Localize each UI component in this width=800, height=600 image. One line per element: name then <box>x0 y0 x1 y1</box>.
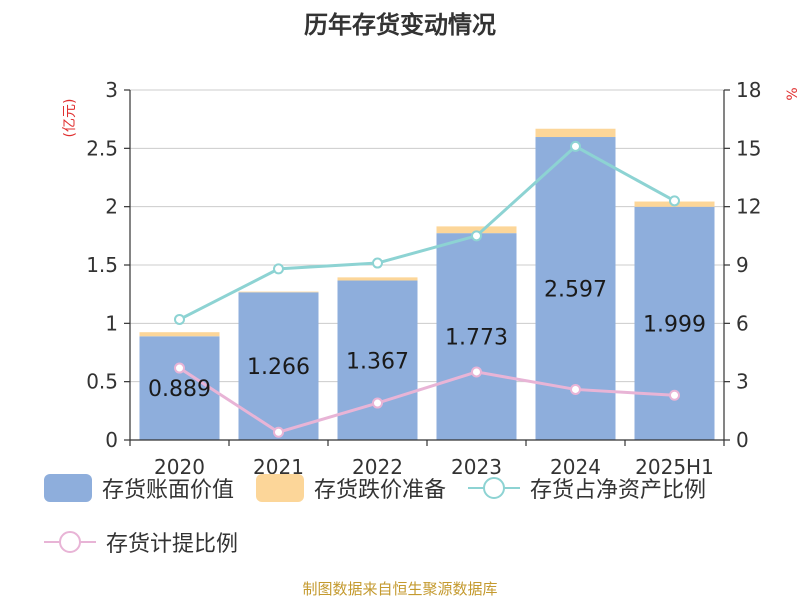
right-tick-label: 15 <box>736 136 761 160</box>
data-source-note: 制图数据来自恒生聚源数据库 <box>302 580 498 598</box>
chart-title: 历年存货变动情况 <box>304 11 496 39</box>
point-net-asset-ratio <box>471 230 482 242</box>
right-tick-label: 12 <box>736 195 761 219</box>
point-provision-ratio <box>174 362 185 374</box>
bar-inventory-value <box>139 336 220 440</box>
point-net-asset-ratio <box>273 263 284 275</box>
legend-swatch-impairment-reserve <box>256 474 305 502</box>
x-tick-label: 2024 <box>550 455 601 479</box>
bar-value-label: 1.367 <box>346 349 409 374</box>
point-provision-ratio <box>669 389 680 401</box>
point-provision-ratio <box>273 426 284 438</box>
point-provision-ratio <box>570 383 581 395</box>
bar-inventory-value <box>337 280 418 440</box>
right-tick-label: 18 <box>736 78 761 102</box>
right-tick-label: 6 <box>736 311 749 335</box>
left-tick-label: 0.5 <box>86 370 118 394</box>
bar-series <box>139 128 715 440</box>
legend-item-impairment-reserve[interactable]: 存货跌价准备 <box>256 472 446 504</box>
bar-value-labels: 0.889 1.266 1.367 1.773 2.597 1.999 <box>148 278 706 403</box>
x-tick-label: 2022 <box>352 455 403 479</box>
line-provision-ratio <box>178 366 675 434</box>
point-net-asset-ratio <box>174 313 185 325</box>
left-axis-unit: (亿元) <box>62 99 78 138</box>
left-tick-label: 0 <box>105 428 118 452</box>
legend-row: 存货计提比例 <box>44 524 784 560</box>
legend-swatch-provision-ratio <box>44 531 96 553</box>
point-net-asset-ratio <box>570 140 581 152</box>
legend-label: 存货账面价值 <box>102 478 235 503</box>
legend-item-provision-ratio[interactable]: 存货计提比例 <box>44 526 238 558</box>
left-tick-label: 1.5 <box>86 253 118 277</box>
legend-swatch-inventory-value <box>44 474 92 502</box>
bar-inventory-value <box>634 206 715 440</box>
bar-value-label: 1.266 <box>247 355 310 380</box>
point-net-asset-ratio <box>669 195 680 207</box>
bar-impairment-reserve <box>238 291 319 293</box>
legend-row: 存货账面价值 存货跌价准备 存货占净资产比例 <box>44 470 784 506</box>
right-axis-unit: % <box>785 87 800 100</box>
x-tick-label: 2020 <box>154 455 205 479</box>
left-tick-label: 1 <box>105 311 118 335</box>
bar-impairment-reserve <box>436 226 517 234</box>
bar-value-label: 1.773 <box>445 326 508 351</box>
legend-item-net-asset-ratio[interactable]: 存货占净资产比例 <box>468 472 706 504</box>
legend: 存货账面价值 存货跌价准备 存货占净资产比例 存货计提比例 <box>44 470 784 578</box>
right-tick-label: 9 <box>736 253 749 277</box>
bar-impairment-reserve <box>337 277 418 281</box>
point-provision-ratio <box>372 397 383 409</box>
left-tick-label: 2 <box>105 195 118 219</box>
point-net-asset-ratio <box>372 257 383 269</box>
legend-label: 存货占净资产比例 <box>530 478 707 503</box>
line-series <box>174 140 680 438</box>
bar-impairment-reserve <box>139 332 220 337</box>
legend-label: 存货跌价准备 <box>314 478 447 503</box>
right-tick-label: 3 <box>736 370 749 394</box>
legend-swatch-net-asset-ratio <box>468 477 521 499</box>
left-tick-label: 3 <box>105 78 118 102</box>
line-net-asset-ratio <box>178 144 676 321</box>
right-tick-label: 0 <box>736 428 749 452</box>
bar-impairment-reserve <box>535 128 616 138</box>
x-tick-label: 2023 <box>451 455 502 479</box>
bar-value-label: 0.889 <box>148 377 211 402</box>
left-tick-label: 2.5 <box>86 136 118 160</box>
bar-value-label: 1.999 <box>643 312 706 337</box>
bar-inventory-value <box>436 233 517 440</box>
legend-label: 存货计提比例 <box>106 532 239 557</box>
grid-lines <box>130 89 724 383</box>
legend-item-inventory-value[interactable]: 存货账面价值 <box>44 472 234 504</box>
x-tick-label: 2025H1 <box>635 455 714 479</box>
bar-value-label: 2.597 <box>544 278 607 303</box>
point-provision-ratio <box>471 366 482 378</box>
